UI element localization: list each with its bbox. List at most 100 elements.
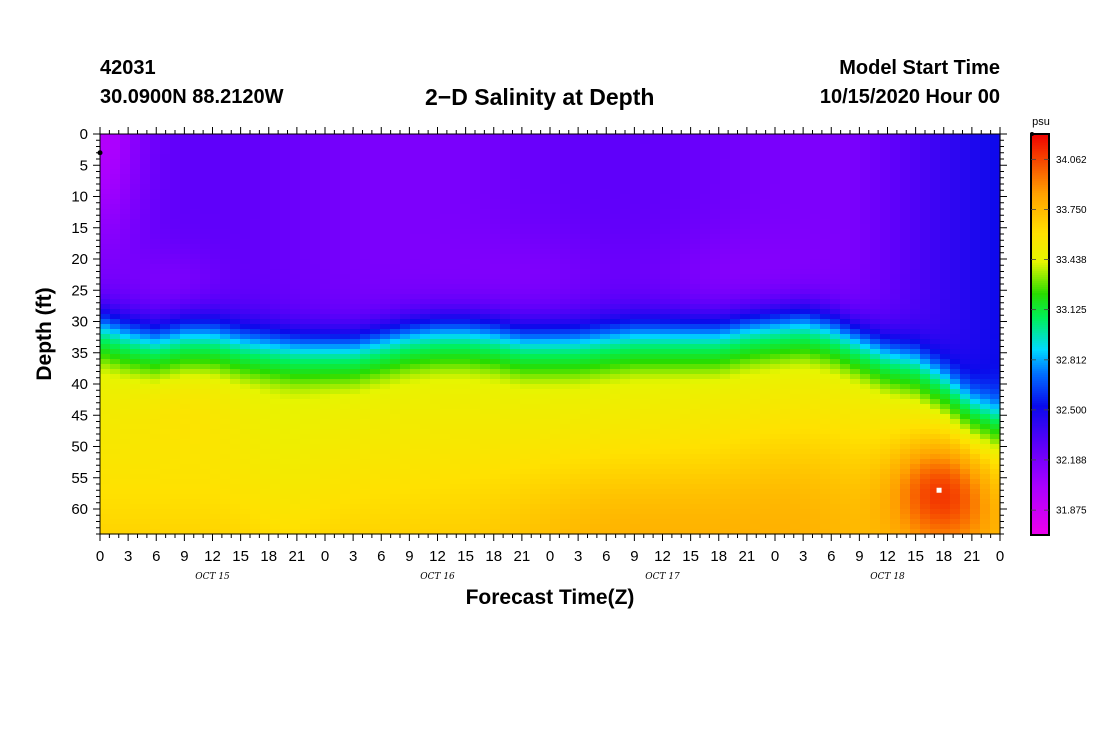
heatmap-cell	[650, 464, 661, 470]
heatmap-cell	[450, 314, 461, 320]
heatmap-cell	[180, 174, 191, 180]
heatmap-cell	[400, 429, 411, 435]
heatmap-cell	[570, 309, 581, 315]
heatmap-cell	[440, 254, 451, 260]
heatmap-cell	[430, 204, 441, 210]
heatmap-cell	[180, 309, 191, 315]
heatmap-cell	[530, 314, 541, 320]
heatmap-cell	[410, 264, 421, 270]
heatmap-cell	[220, 464, 231, 470]
heatmap-cell	[550, 239, 561, 245]
heatmap-cell	[260, 419, 271, 425]
heatmap-cell	[540, 354, 551, 360]
heatmap-cell	[260, 479, 271, 485]
heatmap-cell	[510, 474, 521, 480]
heatmap-cell	[500, 474, 511, 480]
heatmap-cell	[560, 254, 571, 260]
heatmap-cell	[610, 219, 621, 225]
heatmap-cell	[400, 489, 411, 495]
heatmap-cell	[300, 169, 311, 175]
heatmap-cell	[540, 414, 551, 420]
heatmap-cell	[550, 224, 561, 230]
heatmap-cell	[580, 144, 591, 150]
heatmap-cell	[350, 179, 361, 185]
heatmap-cell	[520, 319, 531, 325]
heatmap-cell	[110, 324, 121, 330]
heatmap-cell	[660, 159, 671, 165]
heatmap-cell	[490, 489, 501, 495]
heatmap-cell	[440, 299, 451, 305]
heatmap-cell	[630, 384, 641, 390]
heatmap-cell	[640, 274, 651, 280]
heatmap-cell	[570, 489, 581, 495]
heatmap-cell	[300, 414, 311, 420]
heatmap-cell	[440, 319, 451, 325]
heatmap-cell	[390, 194, 401, 200]
heatmap-cell	[220, 149, 231, 155]
heatmap-cell	[520, 309, 531, 315]
heatmap-cell	[560, 514, 571, 520]
heatmap-cell	[250, 459, 261, 465]
heatmap-cell	[260, 289, 271, 295]
heatmap-cell	[460, 134, 471, 140]
heatmap-cell	[520, 219, 531, 225]
heatmap-cell	[420, 309, 431, 315]
heatmap-cell	[160, 244, 171, 250]
heatmap-cell	[640, 429, 651, 435]
heatmap-cell	[240, 134, 251, 140]
heatmap-cell	[560, 394, 571, 400]
heatmap-cell	[670, 429, 681, 435]
heatmap-cell	[330, 444, 341, 450]
heatmap-cell	[690, 424, 701, 430]
heatmap-cell	[230, 359, 241, 365]
heatmap-cell	[480, 384, 491, 390]
heatmap-cell	[560, 274, 571, 280]
heatmap-cell	[240, 459, 251, 465]
heatmap-cell	[270, 154, 281, 160]
heatmap-cell	[280, 499, 291, 505]
heatmap-cell	[460, 309, 471, 315]
heatmap-cell	[420, 259, 431, 265]
heatmap-cell	[480, 379, 491, 385]
heatmap-cell	[320, 389, 331, 395]
heatmap-cell	[370, 354, 381, 360]
heatmap-cell	[280, 374, 291, 380]
heatmap-cell	[590, 134, 601, 140]
heatmap-cell	[430, 294, 441, 300]
heatmap-cell	[660, 319, 671, 325]
heatmap-cell	[180, 319, 191, 325]
heatmap-cell	[270, 214, 281, 220]
heatmap-cell	[240, 374, 251, 380]
heatmap-cell	[510, 284, 521, 290]
heatmap-cell	[420, 294, 431, 300]
heatmap-cell	[190, 399, 201, 405]
heatmap-cell	[600, 489, 611, 495]
heatmap-cell	[690, 244, 701, 250]
heatmap-cell	[510, 374, 521, 380]
heatmap-cell	[150, 374, 161, 380]
heatmap-cell	[570, 354, 581, 360]
heatmap-cell	[600, 334, 611, 340]
heatmap-cell	[100, 499, 111, 505]
heatmap-cell	[130, 329, 141, 335]
heatmap-cell	[570, 414, 581, 420]
heatmap-cell	[550, 279, 561, 285]
heatmap-cell	[110, 389, 121, 395]
heatmap-cell	[650, 519, 661, 525]
heatmap-cell	[470, 184, 481, 190]
heatmap-cell	[490, 389, 501, 395]
heatmap-cell	[700, 504, 711, 510]
heatmap-cell	[350, 149, 361, 155]
heatmap-cell	[360, 344, 371, 350]
heatmap-cell	[110, 329, 121, 335]
heatmap-cell	[130, 364, 141, 370]
heatmap-cell	[220, 169, 231, 175]
heatmap-cell	[410, 409, 421, 415]
heatmap-cell	[390, 294, 401, 300]
heatmap-cell	[410, 449, 421, 455]
heatmap-cell	[270, 444, 281, 450]
heatmap-cell	[460, 154, 471, 160]
heatmap-cell	[370, 149, 381, 155]
heatmap-cell	[550, 494, 561, 500]
heatmap-cell	[610, 509, 621, 515]
